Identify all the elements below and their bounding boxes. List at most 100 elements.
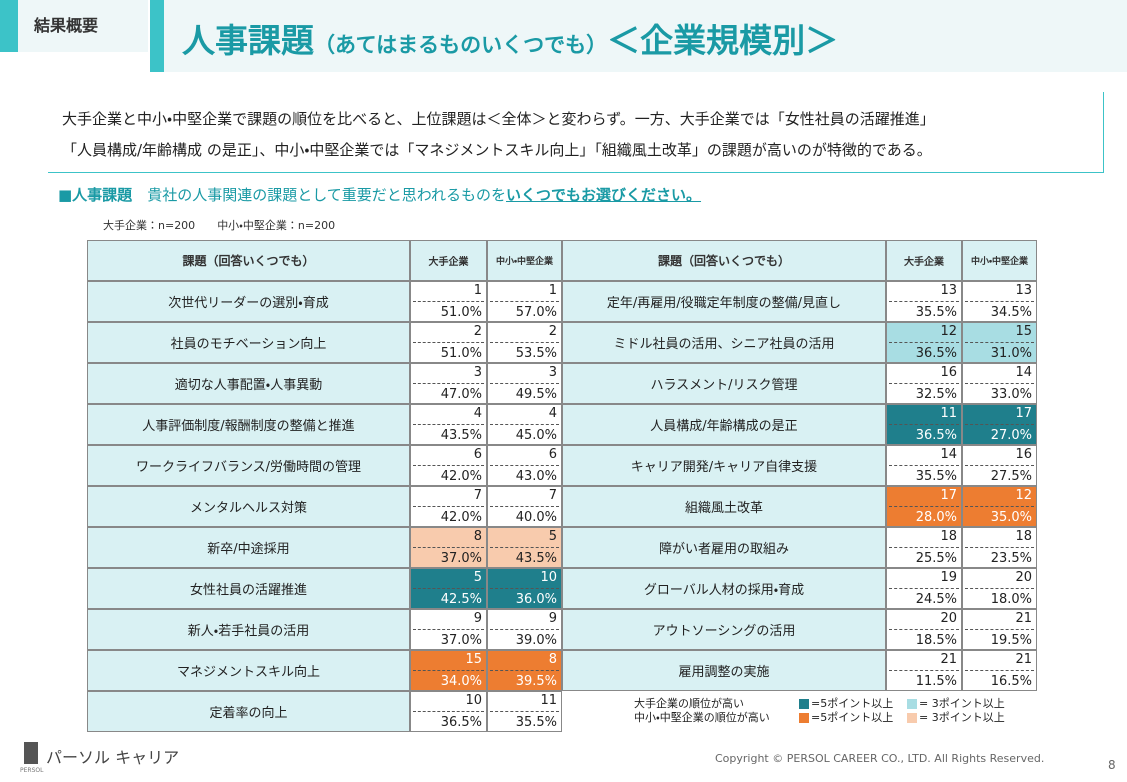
- item-cell: メンタルヘルス対策: [87, 486, 410, 527]
- separator: [490, 383, 559, 384]
- value-cell: 13 34.5%: [962, 281, 1037, 322]
- item-cell: キャリア開発/キャリア自律支援: [562, 445, 886, 486]
- separator: [889, 342, 959, 343]
- separator: [965, 588, 1034, 589]
- percentage: 33.0%: [990, 387, 1032, 402]
- summary-line: 大手企業と中小・中堅企業で課題の順位を比べると、上位課題は＜全体＞と変わらず。一…: [62, 110, 935, 128]
- legend-swatch: [799, 699, 809, 709]
- separator: [889, 506, 959, 507]
- value-cell: 4 43.5%: [410, 404, 487, 445]
- value-cell: 14 33.0%: [962, 363, 1037, 404]
- rank: 11: [940, 406, 957, 421]
- rank: 7: [473, 488, 482, 503]
- value-cell: 3 49.5%: [487, 363, 562, 404]
- section-label: 結果概要: [34, 16, 99, 35]
- legend-label: 大手企業の順位が高い: [634, 697, 744, 710]
- rank: 4: [548, 406, 557, 421]
- legend-row: 大手企業の順位が高い =5ポイント以上 = 3ポイント以上: [634, 697, 1005, 711]
- title-accent: [150, 0, 164, 72]
- separator: [413, 465, 484, 466]
- value-cell: 7 40.0%: [487, 486, 562, 527]
- percentage: 25.5%: [915, 551, 957, 566]
- logo: パーソル キャリア: [46, 748, 180, 767]
- separator: [413, 383, 484, 384]
- percentage: 43.5%: [515, 551, 557, 566]
- legend: 大手企業の順位が高い =5ポイント以上 = 3ポイント以上 中小・中堅企業の順位が高…: [634, 697, 1005, 725]
- rank: 8: [548, 652, 557, 667]
- separator: [965, 342, 1034, 343]
- percentage: 36.5%: [440, 715, 482, 730]
- logo-mark: [24, 742, 38, 764]
- percentage: 35.0%: [990, 510, 1032, 525]
- legend-label: 中小・中堅企業の順位が高い: [634, 711, 770, 724]
- brand: PERSOL: [20, 767, 44, 774]
- value-cell: 9 39.0%: [487, 609, 562, 650]
- separator: [889, 465, 959, 466]
- rank: 2: [548, 324, 557, 339]
- percentage: 11.5%: [915, 674, 957, 689]
- value-cell: 11 35.5%: [487, 691, 562, 732]
- title-suffix: ＜企業規模別＞: [607, 21, 839, 60]
- value-cell: 5 42.5%: [410, 568, 487, 609]
- percentage: 18.5%: [915, 633, 957, 648]
- separator: [965, 301, 1034, 302]
- percentage: 23.5%: [990, 551, 1032, 566]
- rank: 1: [473, 283, 482, 298]
- value-cell: 5 43.5%: [487, 527, 562, 568]
- value-cell: 12 35.0%: [962, 486, 1037, 527]
- value-cell: 17 28.0%: [886, 486, 962, 527]
- sample: 大手企業：n=200 中小・中堅企業：n=200: [103, 217, 335, 233]
- rank: 5: [473, 570, 482, 585]
- copyright: Copyright © PERSOL CAREER CO., LTD. All …: [715, 752, 1045, 765]
- legend-text: =5ポイント以上: [811, 697, 894, 710]
- rank: 21: [1015, 611, 1032, 626]
- percentage: 42.5%: [440, 592, 482, 607]
- value-cell: 20 18.5%: [886, 609, 962, 650]
- item-cell: 社員のモチベーション向上: [87, 322, 410, 363]
- separator: [490, 588, 559, 589]
- rank: 7: [548, 488, 557, 503]
- value-cell: 6 43.0%: [487, 445, 562, 486]
- percentage: 35.5%: [915, 469, 957, 484]
- item-cell: 障がい者雇用の取組み: [562, 527, 886, 568]
- separator: [490, 424, 559, 425]
- rank: 14: [940, 447, 957, 462]
- percentage: 43.0%: [515, 469, 557, 484]
- rank: 6: [548, 447, 557, 462]
- rank: 12: [1015, 488, 1032, 503]
- separator: [965, 465, 1034, 466]
- percentage: 35.5%: [515, 715, 557, 730]
- separator: [889, 383, 959, 384]
- separator: [490, 547, 559, 548]
- item-cell: 雇用調整の実施: [562, 650, 886, 691]
- item-cell: ハラスメント/リスク管理: [562, 363, 886, 404]
- separator: [965, 670, 1034, 671]
- percentage: 45.0%: [515, 428, 557, 443]
- page-number: 8: [1108, 758, 1116, 772]
- value-cell: 16 27.5%: [962, 445, 1037, 486]
- rank: 20: [940, 611, 957, 626]
- value-cell: 8 37.0%: [410, 527, 487, 568]
- header-cell: 大手企業: [886, 240, 962, 281]
- summary-frame: [48, 92, 1104, 173]
- percentage: 34.0%: [440, 674, 482, 689]
- separator: [413, 506, 484, 507]
- title: 人事課題（あてはまるものいくつでも）＜企業規模別＞: [182, 14, 838, 62]
- separator: [490, 670, 559, 671]
- value-cell: 1 51.0%: [410, 281, 487, 322]
- legend-text: =5ポイント以上: [811, 711, 894, 724]
- percentage: 57.0%: [515, 305, 557, 320]
- separator: [889, 424, 959, 425]
- value-cell: 11 36.5%: [886, 404, 962, 445]
- item-cell: ミドル社員の活用、シニア社員の活用: [562, 322, 886, 363]
- value-cell: 2 53.5%: [487, 322, 562, 363]
- separator: [413, 547, 484, 548]
- percentage: 27.5%: [990, 469, 1032, 484]
- separator: [413, 301, 484, 302]
- rank: 10: [465, 693, 482, 708]
- rank: 16: [940, 365, 957, 380]
- rank: 15: [1015, 324, 1032, 339]
- separator: [889, 670, 959, 671]
- rank: 9: [473, 611, 482, 626]
- title-main: 人事課題: [182, 21, 314, 60]
